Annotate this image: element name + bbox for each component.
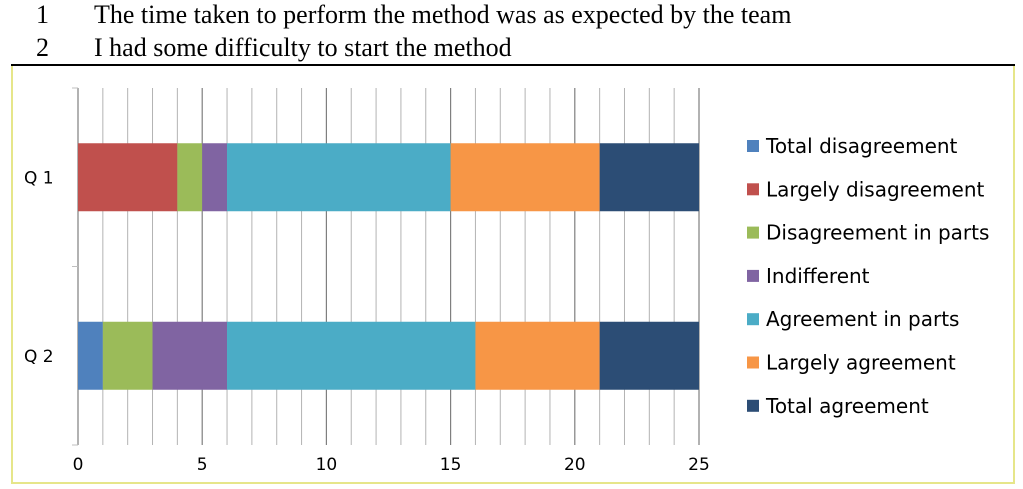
legend-label: Total disagreement xyxy=(765,134,958,158)
legend-swatch xyxy=(747,313,759,326)
bar-1-total-agreement xyxy=(599,321,699,390)
question-number: 1 xyxy=(36,0,49,29)
legend-label: Largely disagreement xyxy=(766,177,984,201)
legend-label: Total agreement xyxy=(765,394,929,418)
legend-swatch xyxy=(747,269,759,282)
legend-swatch xyxy=(747,399,759,412)
category-label: Q 2 xyxy=(24,347,54,367)
bar-0-largely-disagreement xyxy=(78,143,178,212)
legend-label: Agreement in parts xyxy=(766,307,959,331)
bar-0-indifferent xyxy=(202,143,228,212)
x-tick-label: 5 xyxy=(197,455,208,475)
question-text: I had some difficulty to start the metho… xyxy=(94,33,512,62)
category-label: Q 1 xyxy=(24,168,54,188)
bar-1-agreement-in-parts xyxy=(227,321,476,390)
legend-swatch xyxy=(747,356,759,369)
bar-1-indifferent xyxy=(152,321,228,390)
bar-1-disagreement-in-parts xyxy=(102,321,153,390)
legend-label: Largely agreement xyxy=(766,351,956,375)
bar-0-total-agreement xyxy=(599,143,699,212)
question-number: 2 xyxy=(36,33,49,62)
x-tick-label: 0 xyxy=(73,455,84,475)
x-tick-label: 10 xyxy=(316,455,338,475)
header-rule xyxy=(11,64,1015,66)
bar-0-disagreement-in-parts xyxy=(177,143,203,212)
x-tick-label: 15 xyxy=(440,455,462,475)
legend-label: Indifferent xyxy=(766,264,870,288)
legend-swatch xyxy=(747,140,759,152)
legend-swatch xyxy=(747,226,759,239)
bar-1-largely-agreement xyxy=(475,321,600,390)
legend-swatch xyxy=(747,183,759,196)
bar-0-agreement-in-parts xyxy=(227,143,451,212)
legend-label: Disagreement in parts xyxy=(766,221,989,245)
x-tick-label: 25 xyxy=(688,455,710,475)
bar-0-largely-agreement xyxy=(450,143,600,212)
chart-frame xyxy=(11,66,1015,484)
x-tick-label: 20 xyxy=(564,455,586,475)
bar-1-total-disagreement xyxy=(78,321,103,390)
question-text: The time taken to perform the method was… xyxy=(94,0,792,29)
